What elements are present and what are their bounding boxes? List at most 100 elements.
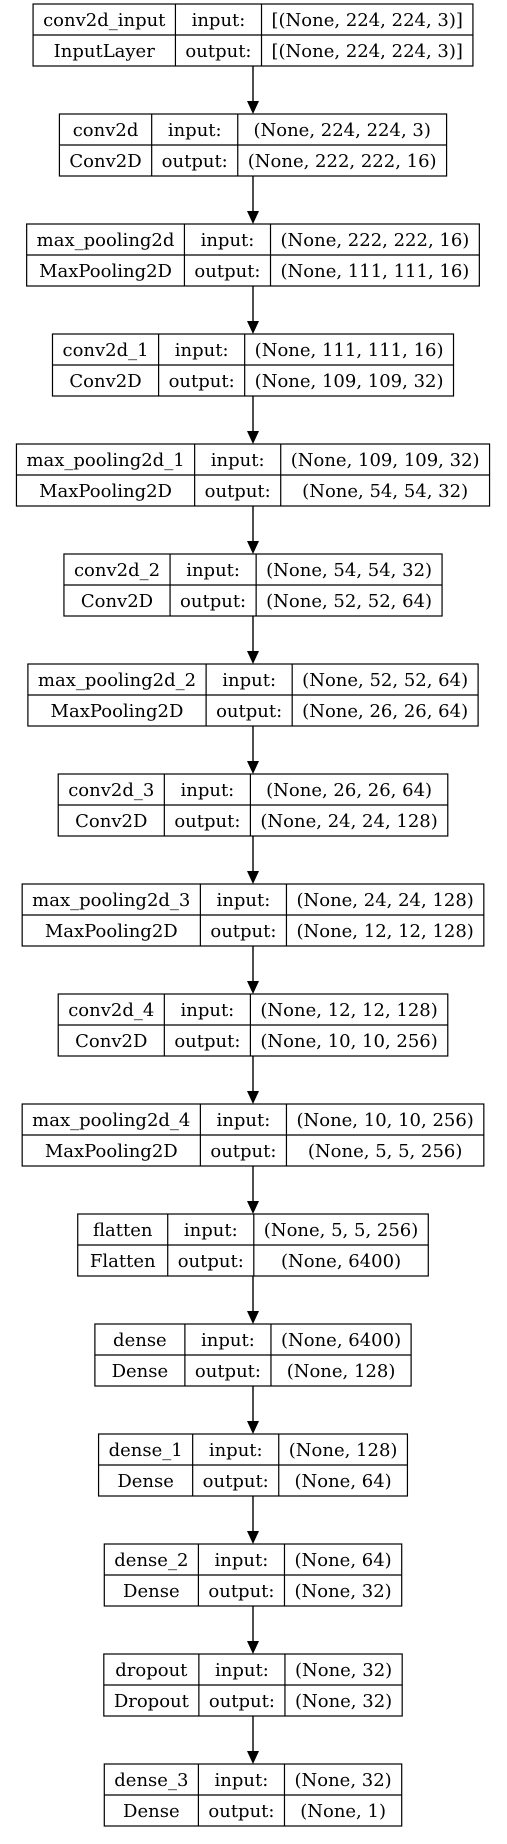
output-shape: (None, 52, 52, 64) (266, 591, 432, 612)
output-shape: (None, 24, 24, 128) (260, 811, 437, 832)
edge-arrow (247, 286, 259, 334)
arrowhead-icon (247, 1091, 259, 1104)
arrowhead-icon (247, 321, 259, 334)
layer-type: Conv2D (69, 151, 141, 172)
layer-type: MaxPooling2D (39, 481, 172, 502)
output-shape: (None, 222, 222, 16) (248, 151, 437, 172)
layer-node: max_pooling2d_4 MaxPooling2D input: output:… (21, 1103, 485, 1167)
arrowhead-icon (247, 101, 259, 114)
layer-node: conv2d Conv2D input: output: (None, 224, 224… (58, 113, 448, 177)
input-label: input: (211, 450, 265, 471)
layer-type: MaxPooling2D (51, 701, 184, 722)
layer-type: Dense (123, 1801, 180, 1822)
layer-node: max_pooling2d_3 MaxPooling2D input: output:… (21, 883, 485, 947)
input-label: input: (201, 230, 255, 251)
output-label: output: (208, 1801, 274, 1822)
output-label: output: (205, 481, 271, 502)
arrowhead-icon (247, 541, 259, 554)
layer-name: dense_1 (109, 1440, 183, 1461)
arrowhead-icon (247, 1531, 259, 1544)
layer-node: max_pooling2d_1 MaxPooling2D input: output:… (15, 443, 491, 507)
layer-node: dense_2 Dense input: output: (None, 64) (None… (103, 1543, 403, 1607)
input-label: input: (217, 890, 271, 911)
layer-name: max_pooling2d (37, 230, 175, 251)
layer-node: flatten Flatten input: output: (None, 5, 5, … (77, 1213, 429, 1277)
layer-name: dense_3 (114, 1770, 188, 1791)
output-shape: (None, 10, 10, 256) (260, 1031, 437, 1052)
output-label: output: (174, 1031, 240, 1052)
input-shape: (None, 32) (294, 1770, 391, 1791)
output-shape: (None, 111, 111, 16) (281, 261, 470, 282)
output-shape: (None, 32) (295, 1691, 392, 1712)
input-shape: (None, 109, 109, 32) (291, 450, 480, 471)
layer-node: dense_3 Dense input: output: (None, 32) (None… (103, 1763, 403, 1827)
layer-node: dense Dense input: output: (None, 6400) (None… (94, 1323, 412, 1387)
layer-name: conv2d_2 (74, 560, 160, 581)
edge-arrow (247, 1496, 259, 1544)
output-label: output: (209, 1691, 275, 1712)
input-label: input: (192, 10, 246, 31)
edge-arrow (247, 1056, 259, 1104)
input-label: input: (180, 1000, 234, 1021)
edge-arrow (247, 1386, 259, 1434)
output-label: output: (180, 591, 246, 612)
output-label: output: (194, 261, 260, 282)
output-label: output: (169, 371, 235, 392)
input-shape: (None, 64) (294, 1550, 391, 1571)
input-label: input: (184, 1220, 238, 1241)
arrowhead-icon (247, 981, 259, 994)
layer-node: conv2d_input InputLayer input: output: [(Non… (32, 3, 474, 67)
layer-name: conv2d_input (43, 10, 166, 31)
output-label: output: (210, 921, 276, 942)
layer-name: conv2d_1 (62, 340, 148, 361)
output-label: output: (208, 1581, 274, 1602)
layer-name: dropout (115, 1660, 188, 1681)
output-shape: (None, 32) (294, 1581, 391, 1602)
input-shape: (None, 24, 24, 128) (296, 890, 473, 911)
layer-node: max_pooling2d MaxPooling2D input: output: (N… (26, 223, 480, 287)
arrowhead-icon (247, 1201, 259, 1214)
layer-type: Conv2D (75, 811, 147, 832)
edge-arrow (247, 946, 259, 994)
layer-type: MaxPooling2D (45, 921, 178, 942)
edge-arrow (247, 66, 259, 114)
output-label: output: (174, 811, 240, 832)
layer-type: Dense (123, 1581, 180, 1602)
arrowhead-icon (247, 871, 259, 884)
layer-type: Dense (117, 1471, 174, 1492)
output-label: output: (185, 41, 251, 62)
layer-name: max_pooling2d_3 (32, 890, 190, 911)
layer-node: dropout Dropout input: output: (None, 32) (No… (103, 1653, 403, 1717)
input-label: input: (186, 560, 240, 581)
arrowhead-icon (247, 761, 259, 774)
output-shape: (None, 6400) (281, 1251, 401, 1272)
input-label: input: (209, 1440, 263, 1461)
input-label: input: (201, 1330, 255, 1351)
output-shape: (None, 109, 109, 32) (255, 371, 444, 392)
output-shape: (None, 12, 12, 128) (296, 921, 473, 942)
layer-type: Dropout (114, 1691, 190, 1712)
input-shape: (None, 32) (295, 1660, 392, 1681)
input-shape: (None, 6400) (281, 1330, 401, 1351)
edge-arrow (247, 726, 259, 774)
input-label: input: (180, 780, 234, 801)
output-label: output: (162, 151, 228, 172)
edge-arrow (247, 1716, 259, 1764)
layer-type: Conv2D (75, 1031, 147, 1052)
layer-name: conv2d_4 (68, 1000, 154, 1021)
arrowhead-icon (247, 1641, 259, 1654)
edge-arrow (247, 836, 259, 884)
input-shape: (None, 54, 54, 32) (266, 560, 432, 581)
layer-name: conv2d (73, 120, 139, 141)
layer-node: conv2d_4 Conv2D input: output: (None, 12, 12… (57, 993, 449, 1057)
layer-type: Conv2D (69, 371, 141, 392)
output-shape: (None, 54, 54, 32) (302, 481, 468, 502)
output-shape: [(None, 224, 224, 3)] (272, 41, 463, 62)
input-label: input: (217, 1110, 271, 1131)
output-label: output: (195, 1361, 261, 1382)
layer-node: conv2d_1 Conv2D input: output: (None, 111, 1… (51, 333, 455, 397)
layer-node: dense_1 Dense input: output: (None, 128) (Non… (97, 1433, 409, 1497)
input-label: input: (222, 670, 276, 691)
output-shape: (None, 26, 26, 64) (302, 701, 468, 722)
